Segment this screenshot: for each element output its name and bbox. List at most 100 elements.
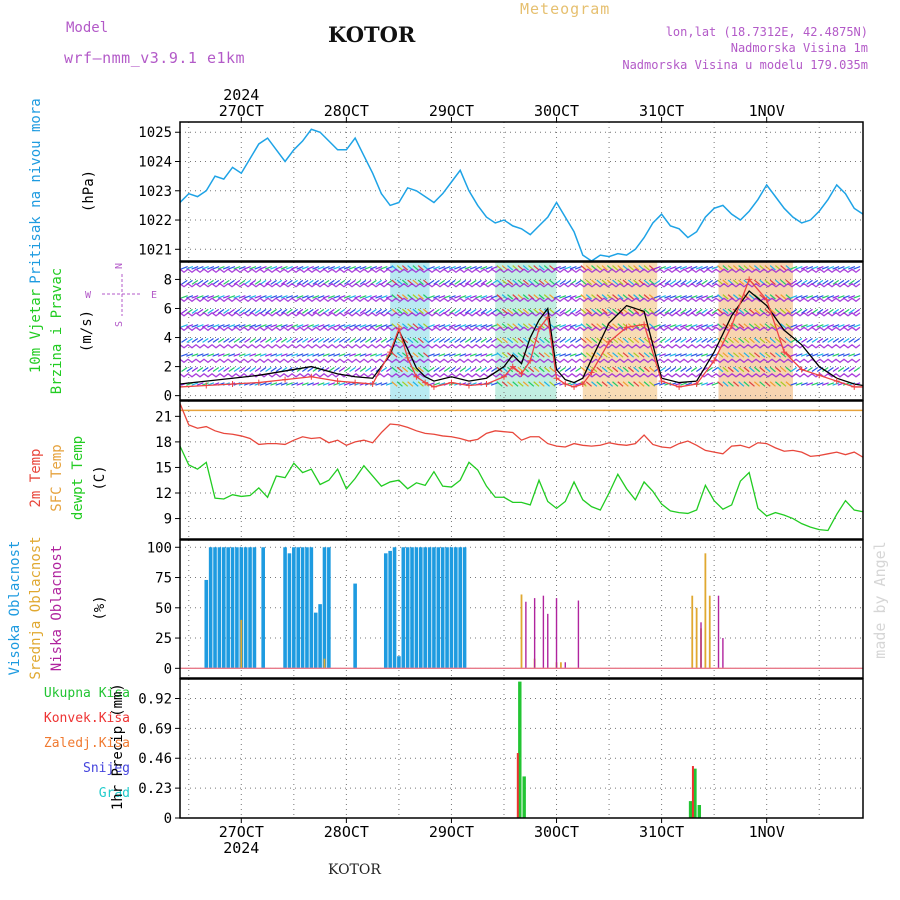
wind-arrow [674,353,682,357]
wind-arrow [848,353,856,357]
high_cloud-bar [287,553,292,669]
wind-arrow [648,308,656,315]
wind-arrow [633,265,640,271]
wind-arrow [244,308,251,314]
wind-arrow [727,381,734,387]
wind-arrow [270,279,277,285]
wind-arrow [617,337,624,344]
wind-arrow [732,381,740,387]
wind-arrow [359,367,367,372]
wind-arrow [633,308,640,315]
wind-arrow [485,308,493,314]
wind-arrow [448,324,456,328]
wind-arrow [722,265,729,271]
wind-arrow [706,367,713,372]
wind-arrow [574,266,582,270]
wind-arrow [412,352,419,358]
wind-arrow [528,352,535,358]
wind-arrow [312,353,320,357]
total_precip-bar [518,681,522,818]
wind-gust-marker [387,349,394,356]
wind-arrow [837,279,845,285]
wind-arrow [528,381,535,387]
y-tick-label-clouds: 0 [164,661,172,677]
wind-arrow [748,294,755,300]
wind-arrow [564,266,572,270]
wind-arrow [769,323,776,329]
high_cloud-bar [322,547,327,669]
wind-arrow [738,308,745,315]
wind-arrow [469,324,477,328]
wind-arrow [412,381,419,387]
wind-arrow [627,381,635,387]
wind-arrow [448,295,456,299]
wind-arrow [795,279,803,285]
wind-arrow [212,324,220,328]
wind-gust-marker [430,383,437,390]
wind-arrow [417,352,424,358]
y-tick-label-clouds: 50 [155,601,172,617]
wind-arrow [528,366,535,373]
wind-arrow [359,266,367,270]
wind-arrow [617,381,624,387]
wind-arrow [459,266,467,270]
wind-arrow [790,295,798,299]
wind-arrow [753,337,761,344]
wind-arrow [643,381,650,387]
wind-arrow [217,337,225,343]
wind-arrow [396,265,403,271]
wind-arrow [443,279,451,285]
wind-arrow [653,382,661,386]
wind-arrow [811,367,819,372]
wind-arrow [359,279,367,285]
wind-arrow [774,337,782,344]
wind-arrow [238,279,246,285]
wind-arrow [664,295,672,299]
wind-arrow [549,294,556,300]
wind-arrow [685,367,692,372]
wind-arrow [591,381,598,387]
wind-arrow [275,382,283,386]
wind-arrow [301,295,309,299]
wind-arrow [606,352,614,358]
wind-arrow [785,337,792,344]
wind-arrow [396,337,403,344]
wind-arrow [706,382,714,386]
wind-arrow [343,382,351,386]
wind-arrow [533,279,540,286]
wind-arrow [454,353,462,357]
wind-arrow [811,266,819,270]
wind-arrow [270,337,277,343]
isotach-line-0 [180,372,861,378]
wind-arrow [333,353,341,357]
wind-arrow [207,279,214,285]
wind-arrow [238,367,246,372]
model-name: wrf–nmm_v3.9.1 e1km [64,49,246,67]
wind-arrow [764,366,771,373]
wind-arrow [832,308,840,314]
wind-arrow [842,353,850,357]
wind-arrow [538,265,545,271]
wind-arrow [764,294,771,300]
wind-arrow [365,367,372,372]
wind-arrow [212,337,220,343]
wind-arrow [569,266,577,270]
y-tick-label-pressure: 1023 [138,184,172,200]
wind-arrow [196,324,204,328]
wind-arrow [317,337,325,343]
wind-arrow [759,352,766,358]
wind-arrow [543,381,550,387]
wind-arrow [596,337,603,344]
wind-arrow [385,324,393,328]
wind-gust-marker [641,321,648,328]
wind-gust-marker [308,373,315,380]
y-tick-label-temperature: 21 [155,409,172,425]
wind-arrow [816,266,824,270]
low_cloud-bar [555,598,558,669]
conv_precip-bar [691,766,694,818]
wind-arrow [259,295,267,299]
wind-arrow [480,279,488,285]
wind-arrow [306,353,314,357]
wind-arrow [207,295,215,299]
wind-arrow [648,279,656,286]
